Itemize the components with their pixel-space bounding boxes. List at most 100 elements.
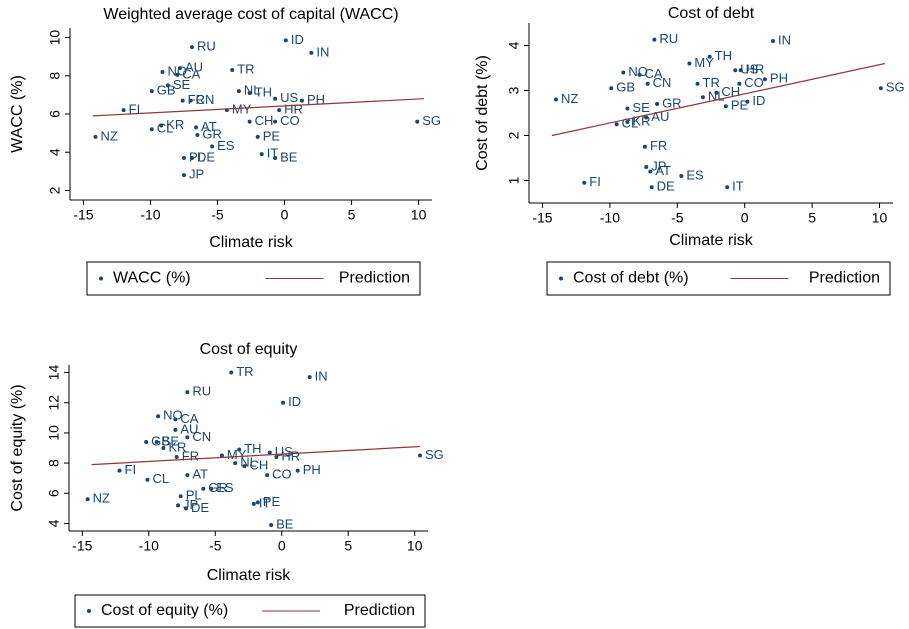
legend bbox=[546, 261, 891, 296]
point bbox=[144, 439, 149, 444]
point-label: JP bbox=[651, 158, 666, 173]
point bbox=[273, 96, 278, 101]
point-label: RU bbox=[192, 384, 211, 399]
point-label: GR bbox=[208, 480, 228, 495]
point-label: SG bbox=[425, 447, 444, 462]
point bbox=[255, 134, 260, 139]
y-axis-title: Cost of equity (%) bbox=[9, 384, 26, 511]
point-label: CH bbox=[250, 458, 269, 473]
point-label: CN bbox=[192, 429, 211, 444]
point-label: ES bbox=[217, 138, 235, 153]
point bbox=[295, 468, 300, 473]
point-label: PH bbox=[303, 462, 321, 477]
point bbox=[190, 45, 195, 50]
point-label: DE bbox=[197, 149, 215, 164]
point bbox=[418, 453, 423, 458]
point bbox=[173, 417, 178, 422]
chart-title: Weighted average cost of capital (WACC) bbox=[103, 6, 398, 23]
point bbox=[184, 506, 189, 511]
y-tick-label: 2 bbox=[506, 131, 522, 139]
point-label: SG bbox=[886, 80, 905, 95]
point-label: BE bbox=[280, 149, 298, 164]
x-tick-label: -15 bbox=[72, 538, 92, 554]
point-label: FR bbox=[650, 138, 667, 153]
point-label: ES bbox=[686, 167, 704, 182]
point-label: PE bbox=[731, 98, 749, 113]
point-label: NO bbox=[168, 63, 188, 78]
x-axis-title: Climate risk bbox=[209, 234, 294, 251]
point-label: HR bbox=[746, 62, 765, 77]
y-tick-label: 6 bbox=[47, 110, 63, 118]
point bbox=[181, 155, 186, 160]
point-label: CN bbox=[653, 75, 672, 90]
point bbox=[117, 468, 122, 473]
y-tick-label: 12 bbox=[46, 395, 62, 411]
point bbox=[299, 98, 304, 103]
point-label: MY bbox=[232, 102, 252, 117]
legend-label: Cost of debt (%) bbox=[573, 270, 689, 287]
chart-title: Cost of equity bbox=[200, 341, 298, 358]
y-tick-label: 2 bbox=[47, 186, 63, 194]
point bbox=[175, 72, 180, 77]
point-label: IT bbox=[732, 179, 744, 194]
point-label: CA bbox=[182, 66, 200, 81]
point-label: FI bbox=[589, 174, 601, 189]
x-tick-label: -10 bbox=[140, 207, 160, 223]
point bbox=[173, 427, 178, 432]
point bbox=[181, 173, 186, 178]
point bbox=[269, 522, 274, 527]
point-label: AT bbox=[655, 163, 671, 178]
point-label: US bbox=[280, 90, 298, 105]
point-label: MY bbox=[227, 447, 247, 462]
y-tick-label: 8 bbox=[46, 459, 62, 467]
y-tick-label: 3 bbox=[506, 86, 522, 94]
point-label: KR bbox=[168, 439, 186, 454]
legend-label: Prediction bbox=[344, 602, 415, 619]
x-tick-label: 10 bbox=[407, 538, 423, 554]
y-tick-label: 4 bbox=[47, 148, 63, 156]
point bbox=[145, 477, 150, 482]
point bbox=[236, 89, 241, 94]
point-label: CA bbox=[180, 411, 198, 426]
y-tick-label: 4 bbox=[46, 519, 62, 527]
point-label: DE bbox=[191, 500, 209, 515]
point bbox=[247, 90, 252, 95]
point-label: US bbox=[740, 62, 758, 77]
point-label: FI bbox=[125, 462, 137, 477]
point bbox=[273, 119, 278, 124]
panel: Weighted average cost of capital (WACC) -… bbox=[9, 6, 441, 296]
x-axis-title: Climate risk bbox=[669, 232, 754, 249]
point bbox=[649, 185, 654, 190]
x-tick-label: 5 bbox=[348, 207, 356, 223]
point bbox=[85, 497, 90, 502]
legend-label: WACC (%) bbox=[113, 270, 191, 287]
point bbox=[733, 68, 738, 73]
point-label: RU bbox=[659, 31, 678, 46]
point-label: FR bbox=[182, 448, 199, 463]
x-tick-label: 0 bbox=[281, 207, 289, 223]
point bbox=[154, 439, 159, 444]
y-tick-label: 8 bbox=[47, 72, 63, 80]
point-label: TH bbox=[255, 84, 272, 99]
y-tick-label: 10 bbox=[46, 425, 62, 441]
x-tick-label: 10 bbox=[411, 207, 427, 223]
point-label: NZ bbox=[93, 491, 110, 506]
point bbox=[738, 68, 743, 73]
point bbox=[176, 503, 181, 508]
point-label: GB bbox=[157, 83, 176, 98]
point bbox=[273, 155, 278, 160]
point-label: CL bbox=[157, 121, 174, 136]
point bbox=[93, 134, 98, 139]
prediction-line bbox=[92, 98, 424, 117]
point bbox=[251, 501, 256, 506]
point-label: IN bbox=[315, 369, 328, 384]
chart-title: Cost of debt bbox=[668, 5, 755, 22]
point-label: CA bbox=[645, 66, 663, 81]
point bbox=[149, 89, 154, 94]
legend-swatch bbox=[99, 276, 103, 281]
point bbox=[307, 375, 312, 380]
point-label: NZ bbox=[561, 91, 578, 106]
legend-label: Prediction bbox=[339, 270, 410, 287]
point-label: PL bbox=[189, 149, 205, 164]
point-label: NZ bbox=[100, 128, 117, 143]
